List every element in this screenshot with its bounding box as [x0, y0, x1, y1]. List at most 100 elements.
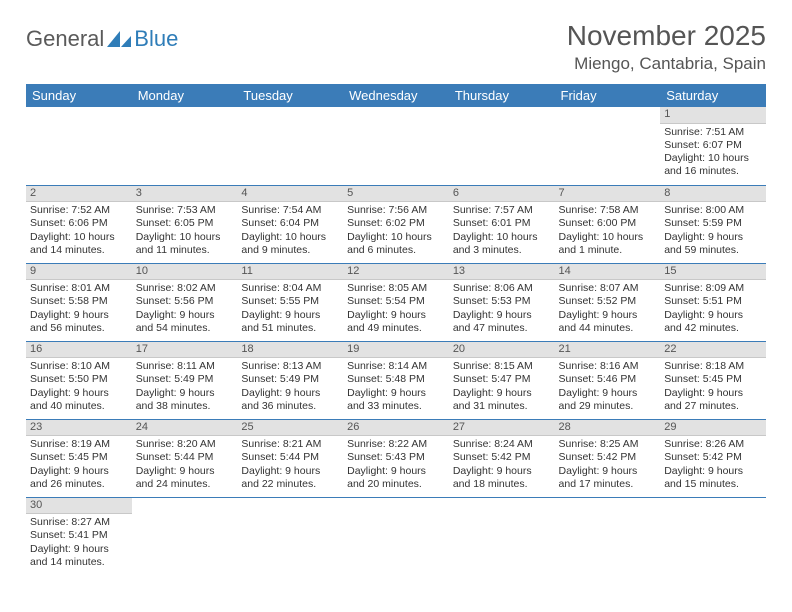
- day-number: 3: [132, 186, 238, 203]
- day-number: 6: [449, 186, 555, 203]
- calendar-day-cell: 11Sunrise: 8:04 AMSunset: 5:55 PMDayligh…: [237, 263, 343, 341]
- weekday-header-row: Sunday Monday Tuesday Wednesday Thursday…: [26, 84, 766, 107]
- day-body: Sunrise: 8:22 AMSunset: 5:43 PMDaylight:…: [343, 436, 449, 494]
- sunrise-text: Sunrise: 8:07 AM: [559, 282, 657, 295]
- weekday-header: Saturday: [660, 84, 766, 107]
- daylight-text: Daylight: 10 hours and 1 minute.: [559, 231, 657, 257]
- day-body: Sunrise: 7:53 AMSunset: 6:05 PMDaylight:…: [132, 202, 238, 260]
- daylight-text: Daylight: 9 hours and 59 minutes.: [664, 231, 762, 257]
- day-body: Sunrise: 8:24 AMSunset: 5:42 PMDaylight:…: [449, 436, 555, 494]
- sunrise-text: Sunrise: 7:57 AM: [453, 204, 551, 217]
- sunrise-text: Sunrise: 8:01 AM: [30, 282, 128, 295]
- sunrise-text: Sunrise: 8:21 AM: [241, 438, 339, 451]
- day-body: Sunrise: 8:25 AMSunset: 5:42 PMDaylight:…: [555, 436, 661, 494]
- daylight-text: Daylight: 9 hours and 42 minutes.: [664, 309, 762, 335]
- calendar-day-cell: 29Sunrise: 8:26 AMSunset: 5:42 PMDayligh…: [660, 419, 766, 497]
- calendar-day-cell: 23Sunrise: 8:19 AMSunset: 5:45 PMDayligh…: [26, 419, 132, 497]
- location: Miengo, Cantabria, Spain: [567, 54, 766, 74]
- calendar-day-cell: [660, 497, 766, 575]
- day-body: Sunrise: 7:51 AMSunset: 6:07 PMDaylight:…: [660, 124, 766, 182]
- sunset-text: Sunset: 6:06 PM: [30, 217, 128, 230]
- sunset-text: Sunset: 5:56 PM: [136, 295, 234, 308]
- daylight-text: Daylight: 9 hours and 31 minutes.: [453, 387, 551, 413]
- sunrise-text: Sunrise: 8:05 AM: [347, 282, 445, 295]
- daylight-text: Daylight: 9 hours and 22 minutes.: [241, 465, 339, 491]
- calendar-week-row: 16Sunrise: 8:10 AMSunset: 5:50 PMDayligh…: [26, 341, 766, 419]
- calendar-day-cell: 30Sunrise: 8:27 AMSunset: 5:41 PMDayligh…: [26, 497, 132, 575]
- weekday-header: Sunday: [26, 84, 132, 107]
- sunrise-text: Sunrise: 8:24 AM: [453, 438, 551, 451]
- sunset-text: Sunset: 5:53 PM: [453, 295, 551, 308]
- sunset-text: Sunset: 5:50 PM: [30, 373, 128, 386]
- sunset-text: Sunset: 5:51 PM: [664, 295, 762, 308]
- day-body: Sunrise: 8:27 AMSunset: 5:41 PMDaylight:…: [26, 514, 132, 572]
- calendar-day-cell: 19Sunrise: 8:14 AMSunset: 5:48 PMDayligh…: [343, 341, 449, 419]
- day-body: Sunrise: 8:00 AMSunset: 5:59 PMDaylight:…: [660, 202, 766, 260]
- day-body: Sunrise: 8:18 AMSunset: 5:45 PMDaylight:…: [660, 358, 766, 416]
- daylight-text: Daylight: 10 hours and 16 minutes.: [664, 152, 762, 178]
- sunrise-text: Sunrise: 8:26 AM: [664, 438, 762, 451]
- calendar-day-cell: [449, 107, 555, 185]
- daylight-text: Daylight: 9 hours and 26 minutes.: [30, 465, 128, 491]
- calendar-day-cell: 4Sunrise: 7:54 AMSunset: 6:04 PMDaylight…: [237, 185, 343, 263]
- daylight-text: Daylight: 9 hours and 40 minutes.: [30, 387, 128, 413]
- day-number: 4: [237, 186, 343, 203]
- day-body: Sunrise: 7:58 AMSunset: 6:00 PMDaylight:…: [555, 202, 661, 260]
- day-body: Sunrise: 8:06 AMSunset: 5:53 PMDaylight:…: [449, 280, 555, 338]
- daylight-text: Daylight: 9 hours and 36 minutes.: [241, 387, 339, 413]
- sunset-text: Sunset: 5:54 PM: [347, 295, 445, 308]
- sunset-text: Sunset: 5:43 PM: [347, 451, 445, 464]
- sunrise-text: Sunrise: 8:00 AM: [664, 204, 762, 217]
- day-number: 19: [343, 342, 449, 359]
- sunset-text: Sunset: 5:58 PM: [30, 295, 128, 308]
- calendar-day-cell: 7Sunrise: 7:58 AMSunset: 6:00 PMDaylight…: [555, 185, 661, 263]
- daylight-text: Daylight: 10 hours and 14 minutes.: [30, 231, 128, 257]
- calendar-day-cell: 2Sunrise: 7:52 AMSunset: 6:06 PMDaylight…: [26, 185, 132, 263]
- day-body: Sunrise: 7:52 AMSunset: 6:06 PMDaylight:…: [26, 202, 132, 260]
- day-number: 11: [237, 264, 343, 281]
- day-number: 15: [660, 264, 766, 281]
- logo-text-general: General: [26, 26, 104, 52]
- day-number: 18: [237, 342, 343, 359]
- day-number: 5: [343, 186, 449, 203]
- calendar-day-cell: [343, 107, 449, 185]
- day-number: 8: [660, 186, 766, 203]
- calendar-day-cell: [343, 497, 449, 575]
- daylight-text: Daylight: 9 hours and 54 minutes.: [136, 309, 234, 335]
- sunrise-text: Sunrise: 7:56 AM: [347, 204, 445, 217]
- sunset-text: Sunset: 5:49 PM: [241, 373, 339, 386]
- calendar-day-cell: 16Sunrise: 8:10 AMSunset: 5:50 PMDayligh…: [26, 341, 132, 419]
- calendar-day-cell: 1Sunrise: 7:51 AMSunset: 6:07 PMDaylight…: [660, 107, 766, 185]
- day-body: Sunrise: 8:07 AMSunset: 5:52 PMDaylight:…: [555, 280, 661, 338]
- daylight-text: Daylight: 9 hours and 49 minutes.: [347, 309, 445, 335]
- day-body: Sunrise: 8:21 AMSunset: 5:44 PMDaylight:…: [237, 436, 343, 494]
- sunrise-text: Sunrise: 8:18 AM: [664, 360, 762, 373]
- calendar-week-row: 1Sunrise: 7:51 AMSunset: 6:07 PMDaylight…: [26, 107, 766, 185]
- day-body: Sunrise: 7:56 AMSunset: 6:02 PMDaylight:…: [343, 202, 449, 260]
- day-number: 24: [132, 420, 238, 437]
- day-body: Sunrise: 8:14 AMSunset: 5:48 PMDaylight:…: [343, 358, 449, 416]
- calendar-day-cell: [237, 497, 343, 575]
- sunset-text: Sunset: 5:41 PM: [30, 529, 128, 542]
- sunset-text: Sunset: 6:02 PM: [347, 217, 445, 230]
- day-number: 13: [449, 264, 555, 281]
- sunset-text: Sunset: 5:42 PM: [559, 451, 657, 464]
- daylight-text: Daylight: 9 hours and 18 minutes.: [453, 465, 551, 491]
- calendar-day-cell: [132, 107, 238, 185]
- calendar-day-cell: 25Sunrise: 8:21 AMSunset: 5:44 PMDayligh…: [237, 419, 343, 497]
- day-body: Sunrise: 7:57 AMSunset: 6:01 PMDaylight:…: [449, 202, 555, 260]
- calendar-day-cell: 27Sunrise: 8:24 AMSunset: 5:42 PMDayligh…: [449, 419, 555, 497]
- day-body: Sunrise: 8:10 AMSunset: 5:50 PMDaylight:…: [26, 358, 132, 416]
- daylight-text: Daylight: 9 hours and 38 minutes.: [136, 387, 234, 413]
- day-body: Sunrise: 8:16 AMSunset: 5:46 PMDaylight:…: [555, 358, 661, 416]
- sunrise-text: Sunrise: 7:51 AM: [664, 126, 762, 139]
- calendar-day-cell: 22Sunrise: 8:18 AMSunset: 5:45 PMDayligh…: [660, 341, 766, 419]
- calendar-day-cell: 26Sunrise: 8:22 AMSunset: 5:43 PMDayligh…: [343, 419, 449, 497]
- sunrise-text: Sunrise: 8:09 AM: [664, 282, 762, 295]
- sunrise-text: Sunrise: 8:11 AM: [136, 360, 234, 373]
- sunset-text: Sunset: 5:46 PM: [559, 373, 657, 386]
- calendar-day-cell: [555, 497, 661, 575]
- daylight-text: Daylight: 10 hours and 9 minutes.: [241, 231, 339, 257]
- sunrise-text: Sunrise: 8:10 AM: [30, 360, 128, 373]
- sunset-text: Sunset: 6:05 PM: [136, 217, 234, 230]
